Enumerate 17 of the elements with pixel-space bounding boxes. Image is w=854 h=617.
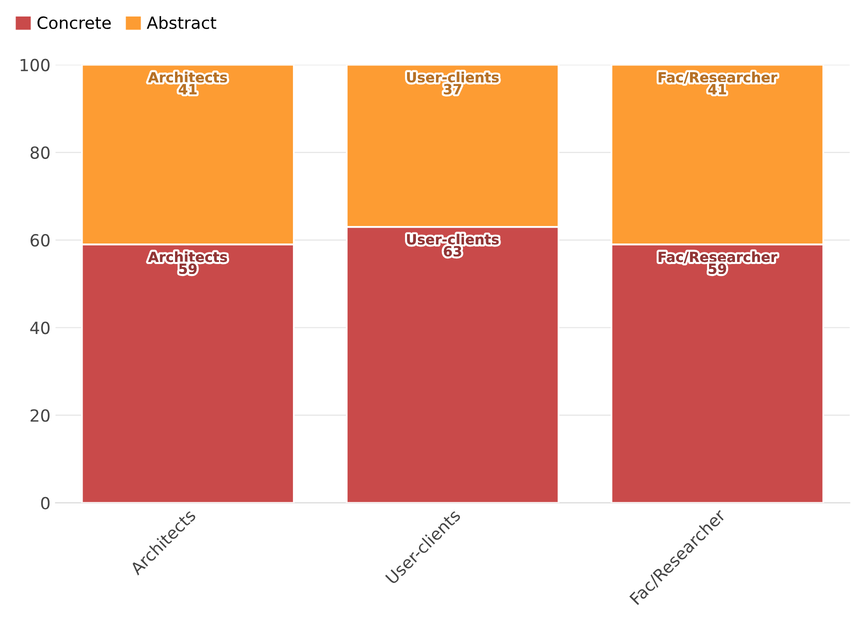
x-tick-label: Architects xyxy=(148,72,228,83)
x-tick-label: Fac/Researcher xyxy=(658,72,778,84)
y-tick-label: 60 xyxy=(30,234,50,247)
text: 37 xyxy=(444,84,462,94)
y-tick-label: 80 xyxy=(30,146,50,159)
y-tick-label: 20 xyxy=(30,409,50,422)
text: 41 xyxy=(708,84,726,94)
y-tick-label: 0 xyxy=(41,496,50,510)
x-tick-label: User-clients xyxy=(407,72,499,83)
data-label: Architects 59 xyxy=(148,251,228,274)
y-tick-label: 100 xyxy=(20,58,50,72)
data-label: Fac/Researcher 59 xyxy=(658,251,778,274)
data-label: User-clients 63 xyxy=(407,234,499,256)
legend-label: Concrete xyxy=(38,16,111,30)
y-tick-label: 40 xyxy=(30,322,50,334)
text: 41 xyxy=(178,84,197,94)
legend-label: Abstract xyxy=(146,16,216,30)
